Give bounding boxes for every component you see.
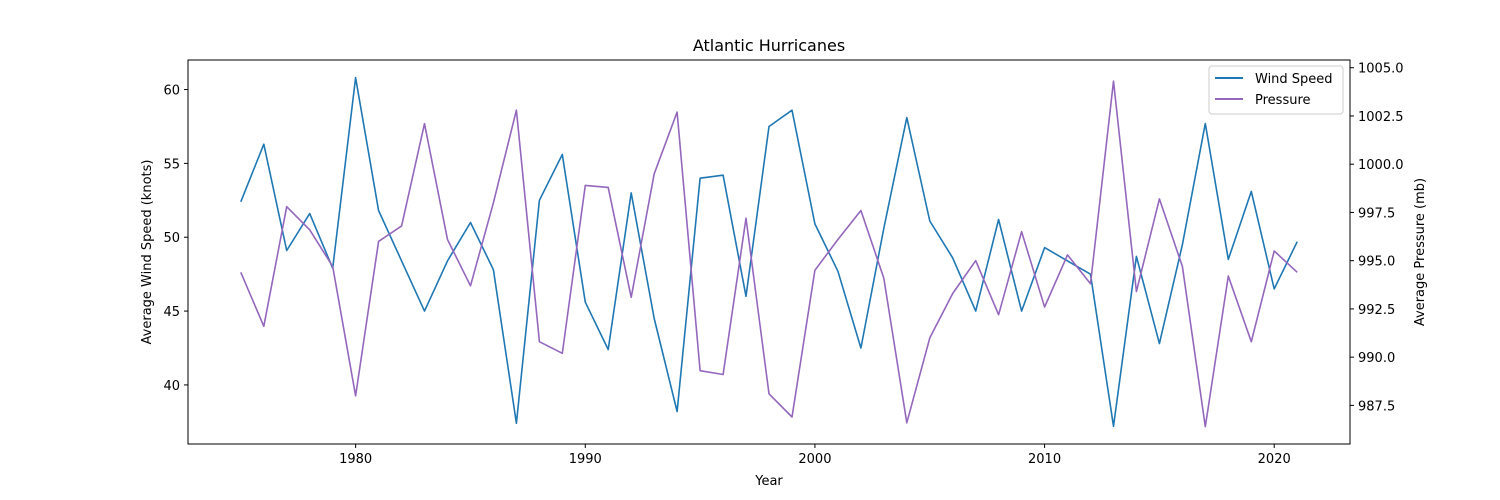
y-axis-left: 40 45 50 55 60 — [163, 84, 188, 394]
y-axis-right: 987.5 990.0 992.5 995.0 997.5 1000.0 1002.5 100… — [1350, 62, 1404, 414]
y-left-tick-label: 55 — [163, 157, 180, 172]
y-left-tick-label: 50 — [163, 231, 180, 246]
y-right-tick-label: 1000.0 — [1358, 158, 1404, 173]
legend-label-pressure: Pressure — [1255, 93, 1311, 108]
x-tick-label: 1990 — [569, 452, 602, 467]
x-tick-label: 2010 — [1028, 452, 1061, 467]
x-tick-label: 2000 — [798, 452, 831, 467]
y-right-tick-label: 997.5 — [1358, 206, 1395, 221]
y-axis-right-title: Average Pressure (mb) — [1413, 178, 1428, 326]
y-left-tick-label: 45 — [163, 305, 180, 320]
y-right-tick-label: 992.5 — [1358, 303, 1395, 318]
series-line-pressure — [240, 80, 1298, 428]
y-right-tick-label: 990.0 — [1358, 351, 1395, 366]
y-right-tick-label: 1002.5 — [1358, 110, 1404, 125]
legend-label-wind-speed: Wind Speed — [1255, 72, 1333, 87]
y-left-tick-label: 60 — [163, 84, 180, 99]
x-tick-label: 1980 — [339, 452, 372, 467]
series-line-wind-speed — [240, 76, 1298, 428]
y-axis-left-title: Average Wind Speed (knots) — [140, 160, 155, 345]
plot-area — [240, 76, 1298, 428]
legend: Wind Speed Pressure — [1208, 65, 1344, 115]
y-right-tick-label: 995.0 — [1358, 255, 1395, 270]
chart-title: Atlantic Hurricanes — [693, 36, 845, 55]
y-right-tick-label: 1005.0 — [1358, 62, 1404, 77]
x-tick-label: 2020 — [1258, 452, 1291, 467]
x-axis: 1980 1990 2000 2010 2020 — [339, 444, 1291, 467]
x-axis-title: Year — [754, 474, 783, 489]
y-left-tick-label: 40 — [163, 379, 180, 394]
y-right-tick-label: 987.5 — [1358, 399, 1395, 414]
plot-frame — [187, 59, 1351, 445]
